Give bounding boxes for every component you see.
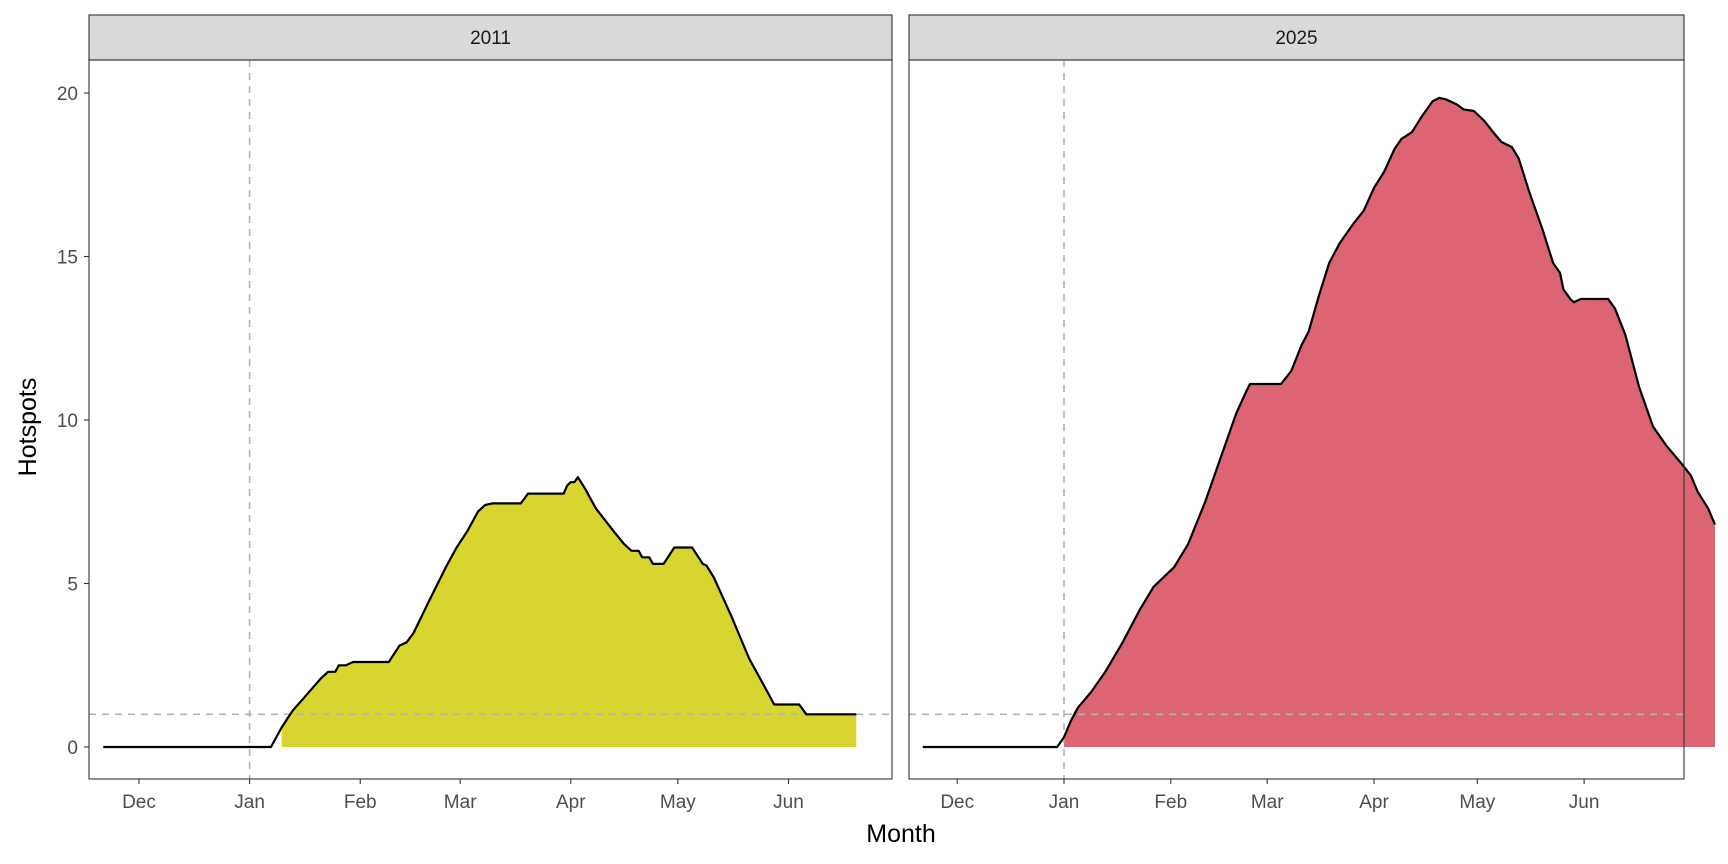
x-tick-label: May (1459, 792, 1495, 813)
x-tick-label: Jan (1049, 792, 1080, 813)
x-axis-title: Month (866, 820, 935, 848)
x-tick-label: May (660, 792, 696, 813)
facet-strip-label: 2025 (1275, 28, 1317, 49)
y-tick-label: 20 (57, 84, 78, 105)
y-axis: 0 5 10 15 20 (57, 84, 89, 759)
y-tick-label: 0 (67, 738, 78, 759)
series-area (281, 477, 857, 747)
facet-strip-label: 2011 (470, 28, 511, 49)
series-line (103, 476, 857, 749)
x-tick-label: Feb (344, 792, 377, 813)
series-area (1064, 97, 1715, 747)
facet-strip (88, 14, 893, 61)
x-tick-label: Jun (1569, 792, 1600, 813)
panel-border (88, 59, 893, 780)
x-tick-label: Apr (556, 792, 586, 813)
facet-panels: 2011 Dec Jan Feb Mar Apr May Jun 2025 Dec Jan Feb Ma… (88, 14, 1717, 813)
y-tick-label: 5 (67, 575, 78, 596)
x-tick-label: Dec (122, 792, 156, 813)
panel-2011: 2011 Dec Jan Feb Mar Apr May Jun (88, 14, 893, 813)
y-axis-title: Hotspots (14, 378, 42, 477)
x-tick-label: Dec (940, 792, 974, 813)
y-tick-label: 10 (57, 411, 78, 432)
panel-2025: 2025 Dec Jan Feb Mar Apr May Jun (908, 14, 1717, 813)
facet-strip (908, 14, 1685, 61)
panel-border (908, 59, 1685, 780)
x-tick-label: Mar (1251, 792, 1284, 813)
y-tick-label: 15 (57, 248, 78, 269)
x-tick-label: Apr (1359, 792, 1389, 813)
x-tick-label: Feb (1154, 792, 1187, 813)
series-line (922, 96, 1717, 749)
x-tick-label: Jun (773, 792, 804, 813)
x-tick-label: Jan (234, 792, 265, 813)
x-tick-label: Mar (444, 792, 477, 813)
